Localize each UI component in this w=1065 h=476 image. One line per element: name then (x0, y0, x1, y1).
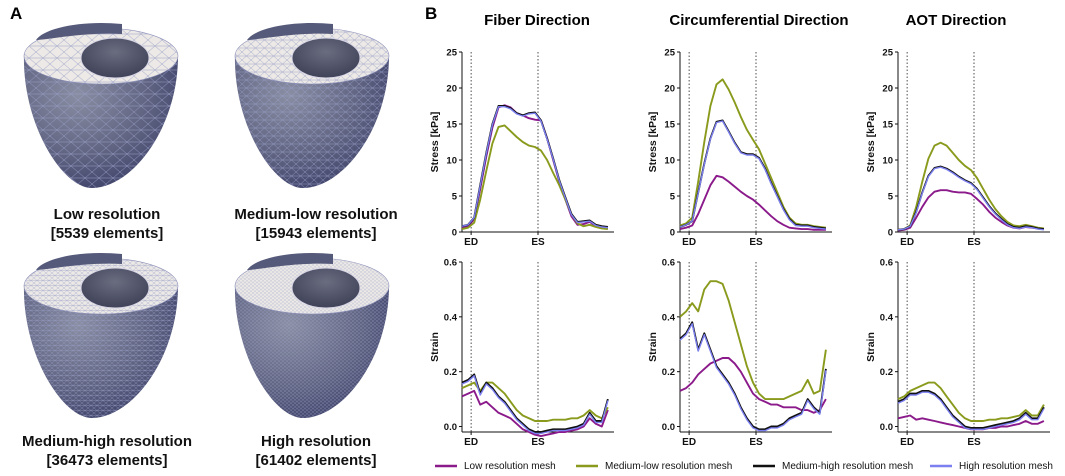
y-axis-label: Stress [kPa] (865, 112, 877, 173)
column-title-fiber: Fiber Direction (484, 12, 590, 29)
caption-medlow-name: Medium-low resolution (234, 206, 397, 223)
event-label-ed: ED (464, 237, 478, 248)
legend-label-medlow: Medium-low resolution mesh (605, 461, 732, 472)
event-label-ed: ED (464, 437, 478, 448)
panel-a-label: A (10, 4, 22, 23)
y-tick-label: 10 (664, 156, 675, 167)
event-label-ed: ED (900, 437, 914, 448)
y-axis-label: Strain (865, 332, 877, 362)
y-tick-label: 0 (670, 228, 675, 239)
caption-medhigh-elements: [36473 elements] (47, 452, 168, 469)
chart-1: 0 5 10 15 20 25 Stress [kPa] ED ES (647, 48, 832, 248)
caption-medlow-elements: [15943 elements] (256, 225, 377, 242)
y-tick-label: 25 (882, 48, 893, 59)
panel-b-label: B (425, 4, 437, 23)
y-tick-label: 0.2 (880, 367, 893, 378)
y-tick-label: 20 (446, 84, 457, 95)
y-tick-label: 20 (664, 84, 675, 95)
y-axis-label: Strain (647, 332, 659, 362)
charts-panel-b: 0 5 10 15 20 25 Stress [kPa] ED ES 0 5 10 15 20 25 Stre… (429, 48, 1050, 448)
y-tick-label: 0.6 (444, 258, 457, 269)
chart-3: 0.0 0.2 0.4 0.6 Strain ED ES (429, 258, 614, 448)
y-axis-label: Stress [kPa] (429, 112, 441, 173)
caption-high-elements: [61402 elements] (256, 452, 377, 469)
y-tick-label: 10 (882, 156, 893, 167)
y-tick-label: 0 (888, 228, 893, 239)
series-line-medhigh (897, 389, 1045, 429)
series-line-medhigh (897, 165, 1045, 231)
y-tick-label: 0.0 (444, 422, 457, 433)
event-label-ed: ED (682, 437, 696, 448)
series-line-low (897, 189, 1045, 232)
mesh-medium-low-resolution (234, 22, 390, 188)
series-line-high (679, 120, 826, 230)
y-tick-label: 0.0 (880, 422, 893, 433)
y-tick-label: 0.2 (444, 367, 457, 378)
y-axis-label: Stress [kPa] (647, 112, 659, 173)
y-tick-label: 25 (446, 48, 457, 59)
y-tick-label: 0.2 (662, 367, 675, 378)
series-line-low (461, 389, 609, 438)
y-tick-label: 0.4 (662, 312, 676, 323)
series-line-low (679, 357, 827, 414)
series-line-low (679, 174, 826, 231)
caption-low-name: Low resolution (54, 206, 161, 223)
chart-0: 0 5 10 15 20 25 Stress [kPa] ED ES (429, 48, 614, 248)
legend-label-low: Low resolution mesh (464, 461, 556, 472)
series-line-high (461, 105, 608, 229)
series-line-medlow (897, 141, 1045, 231)
series-line-medlow (461, 124, 609, 231)
event-label-es: ES (531, 437, 545, 448)
y-tick-label: 0.0 (662, 422, 675, 433)
y-tick-label: 25 (664, 48, 675, 59)
y-tick-label: 15 (446, 120, 457, 131)
event-label-es: ES (531, 237, 545, 248)
y-tick-label: 0.6 (880, 258, 893, 269)
caption-medhigh-name: Medium-high resolution (22, 433, 192, 450)
y-tick-label: 5 (888, 192, 894, 203)
y-tick-label: 0.6 (662, 258, 675, 269)
y-tick-label: 0.4 (880, 312, 894, 323)
mesh-low-resolution (23, 22, 179, 188)
mesh-medium-high-resolution (23, 252, 179, 418)
event-label-es: ES (749, 437, 763, 448)
y-tick-label: 0.4 (444, 312, 458, 323)
event-label-es: ES (967, 437, 981, 448)
y-tick-label: 5 (452, 192, 458, 203)
series-line-medlow (679, 280, 827, 401)
y-tick-label: 20 (882, 84, 893, 95)
y-tick-label: 10 (446, 156, 457, 167)
series-line-high (679, 323, 827, 432)
chart-4: 0.0 0.2 0.4 0.6 Strain ED ES (647, 258, 832, 448)
y-axis-label: Strain (429, 332, 441, 362)
event-label-ed: ED (682, 237, 696, 248)
y-tick-label: 5 (670, 192, 676, 203)
y-tick-label: 0 (452, 228, 457, 239)
caption-high-name: High resolution (261, 433, 371, 450)
series-line-high (897, 166, 1044, 231)
legend-label-high: High resolution mesh (959, 461, 1053, 472)
chart-5: 0.0 0.2 0.4 0.6 Strain ED ES (865, 258, 1050, 448)
y-tick-label: 15 (664, 120, 675, 131)
event-label-ed: ED (900, 237, 914, 248)
series-line-high (897, 391, 1045, 430)
legend-label-medhigh: Medium-high resolution mesh (782, 461, 913, 472)
chart-2: 0 5 10 15 20 25 Stress [kPa] ED ES (865, 48, 1050, 248)
y-tick-label: 15 (882, 120, 893, 131)
column-title-aot: AOT Direction (906, 12, 1007, 29)
legend: Low resolution mesh Medium-low resolutio… (435, 461, 1053, 472)
series-line-medhigh (679, 321, 827, 431)
series-line-medlow (897, 381, 1045, 422)
column-title-circumferential: Circumferential Direction (669, 12, 848, 29)
event-label-es: ES (967, 237, 981, 248)
mesh-high-resolution (234, 252, 390, 418)
event-label-es: ES (749, 237, 763, 248)
caption-low-elements: [5539 elements] (51, 225, 164, 242)
series-line-high (461, 375, 609, 435)
